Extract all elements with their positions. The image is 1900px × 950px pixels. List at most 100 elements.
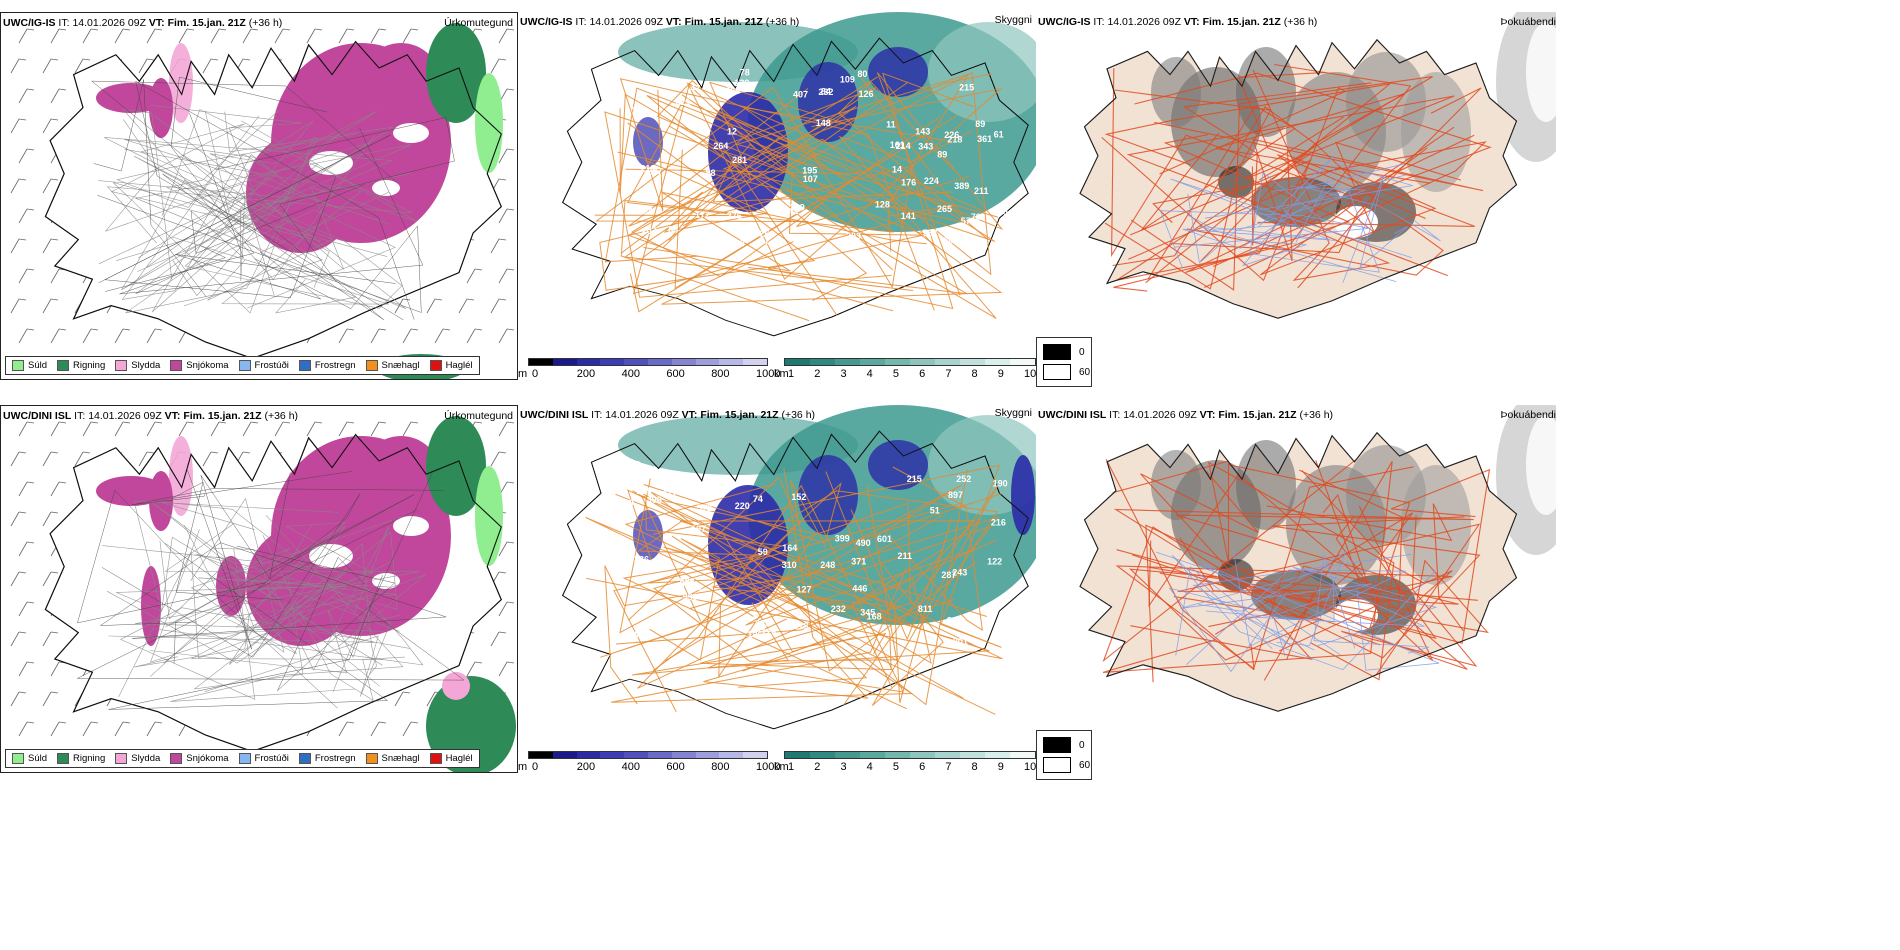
visibility-map: 265 89 78 148 207 139 226 276 215 134 361 112 89 17 20…	[562, 12, 1036, 337]
visibility-value-label: 281	[732, 155, 747, 165]
colorbar-swatch	[1010, 359, 1035, 365]
legend-item-frostúði: Frostúði	[238, 360, 289, 371]
visibility-value-label: 109	[840, 74, 855, 84]
visibility-value-label: 78	[971, 212, 981, 222]
colorbar-swatch	[985, 752, 1010, 758]
ceiling-colorbar: m 0 200 400 600 800 1000	[518, 751, 780, 773]
visibility-value-label: 12	[727, 127, 737, 137]
visibility-value-label: 601	[877, 534, 892, 544]
colorbar-swatch	[624, 752, 648, 758]
colorbar-strip	[528, 751, 768, 759]
visibility-value-label: 195	[802, 165, 817, 175]
colorbar-swatch	[647, 359, 672, 365]
colorbar-swatch	[885, 359, 910, 365]
legend-item-súld: Súld	[12, 360, 47, 371]
colorbar-swatch	[719, 359, 744, 365]
colorbar-unit: km	[774, 368, 789, 380]
visibility-value-label: 19	[631, 460, 641, 470]
colorbar-swatch	[810, 359, 835, 365]
colorbar-tick: 9	[997, 368, 1004, 380]
visibility-value-label: 82	[631, 483, 641, 493]
colorbar-tick: 1	[788, 368, 795, 380]
colorbar-tick: 200	[576, 761, 596, 773]
visibility-value-label: 78	[740, 68, 750, 78]
visibility-value-label: 220	[735, 501, 750, 511]
colorbar-tick: 5	[892, 761, 899, 773]
colorbar-swatch	[960, 752, 985, 758]
colorbar-swatch	[719, 752, 744, 758]
panel-name: Þokuábendi	[1500, 16, 1556, 28]
visibility-value-label: 232	[831, 604, 846, 614]
visibility-value-label: 95	[663, 477, 673, 487]
panel-title: UWC/IG-IS IT: 14.01.2026 09Z VT: Fim. 15…	[3, 17, 283, 29]
visibility-value-label: 239	[637, 486, 652, 496]
visibility-value-label: 112	[631, 105, 646, 115]
visibility-value-label: 490	[856, 538, 871, 548]
legend-swatch	[429, 753, 442, 764]
visibility-map: 2432112552392472521641901962263102329992…	[562, 405, 1036, 730]
panel-title: UWC/DINI ISL IT: 14.01.2026 09Z VT: Fim.…	[3, 410, 299, 422]
visibility-value-label: 811	[918, 604, 933, 614]
legend-swatch	[170, 753, 183, 764]
visibility-value-label: 336	[634, 554, 649, 564]
panel-name: Skyggni	[994, 14, 1032, 26]
visibility-value-label: 269	[790, 202, 805, 212]
precip-legend: Súld Rigning Slydda Snjókoma Frostúði Frostre…	[5, 356, 480, 375]
visibility-value-label: 361	[977, 134, 992, 144]
visibility-value-label: 107	[803, 174, 818, 184]
visibility-value-label: 139	[734, 78, 749, 88]
visibility-value-label: 446	[852, 583, 867, 593]
legend-swatch	[238, 753, 251, 764]
legend-item-frostúði: Frostúði	[238, 753, 289, 764]
colorbar-tick: 8	[971, 368, 978, 380]
visibility-value-label: 221	[675, 97, 690, 107]
legend-item-haglél: Haglél	[429, 753, 473, 764]
colorbar-swatch	[671, 359, 696, 365]
colorbar-tick: 600	[666, 368, 685, 380]
colorbar-strip	[528, 358, 768, 366]
colorbar-tick: 7	[945, 368, 952, 380]
colorbar-swatch	[743, 752, 767, 758]
colorbar-swatch	[835, 359, 860, 365]
visibility-value-label: 211	[898, 551, 913, 561]
precip-legend: Súld Rigning Slydda Snjókoma Frostúði Frostre…	[5, 749, 480, 768]
legend-item-slydda: Slydda	[115, 753, 160, 764]
legend-item-haglél: Haglél	[429, 360, 473, 371]
fog-map	[1079, 405, 1556, 712]
visibility-value-label: 126	[859, 89, 874, 99]
panel-title: UWC/DINI ISL IT: 14.01.2026 09Z VT: Fim.…	[1038, 409, 1334, 421]
colorbar-swatch	[935, 752, 960, 758]
visibility-value-label: 999	[683, 592, 698, 602]
legend-item-súld: Súld	[12, 753, 47, 764]
visibility-value-label: 134	[689, 121, 704, 131]
legend-label: Haglél	[445, 360, 473, 371]
fog-map	[1079, 12, 1556, 319]
colorbar-swatch	[695, 752, 720, 758]
colorbar-swatch	[960, 359, 985, 365]
visibility-value-label: 161	[890, 140, 905, 150]
visibility-value-label: 243	[952, 567, 967, 577]
panel-name: Úrkomutegund	[444, 17, 513, 29]
panel-name: Úrkomutegund	[444, 410, 513, 422]
legend-item-snjókoma: Snjókoma	[170, 360, 229, 371]
colorbar-tick: 9	[997, 761, 1004, 773]
visibility-value-label: 237	[647, 166, 662, 176]
visibility-value-label: 897	[948, 490, 963, 500]
legend-label: Snæhagl	[381, 360, 420, 371]
colorbar-tick: 0	[532, 761, 539, 773]
visibility-value-label: 89	[975, 119, 985, 129]
visibility-value-label: 14	[892, 165, 902, 175]
precip-panel-row1: UWC/IG-IS IT: 14.01.2026 09Z VT: Fim. 15…	[0, 12, 518, 380]
colorbar-swatch	[671, 752, 696, 758]
visibility-value-label: 248	[820, 560, 835, 570]
visibility-value-label: 141	[901, 211, 916, 221]
legend-label: Frostúði	[254, 360, 289, 371]
panel-name: Skyggni	[994, 407, 1032, 419]
legend-item-snæhagl: Snæhagl	[365, 360, 420, 371]
colorbar-unit: m	[518, 761, 528, 773]
precip-map	[10, 23, 515, 379]
legend-label: Rigning	[73, 360, 106, 371]
legend-item-slydda: Slydda	[115, 360, 160, 371]
fog-legend-row: 0	[1043, 737, 1085, 753]
colorbar-tick: 1	[788, 761, 795, 773]
